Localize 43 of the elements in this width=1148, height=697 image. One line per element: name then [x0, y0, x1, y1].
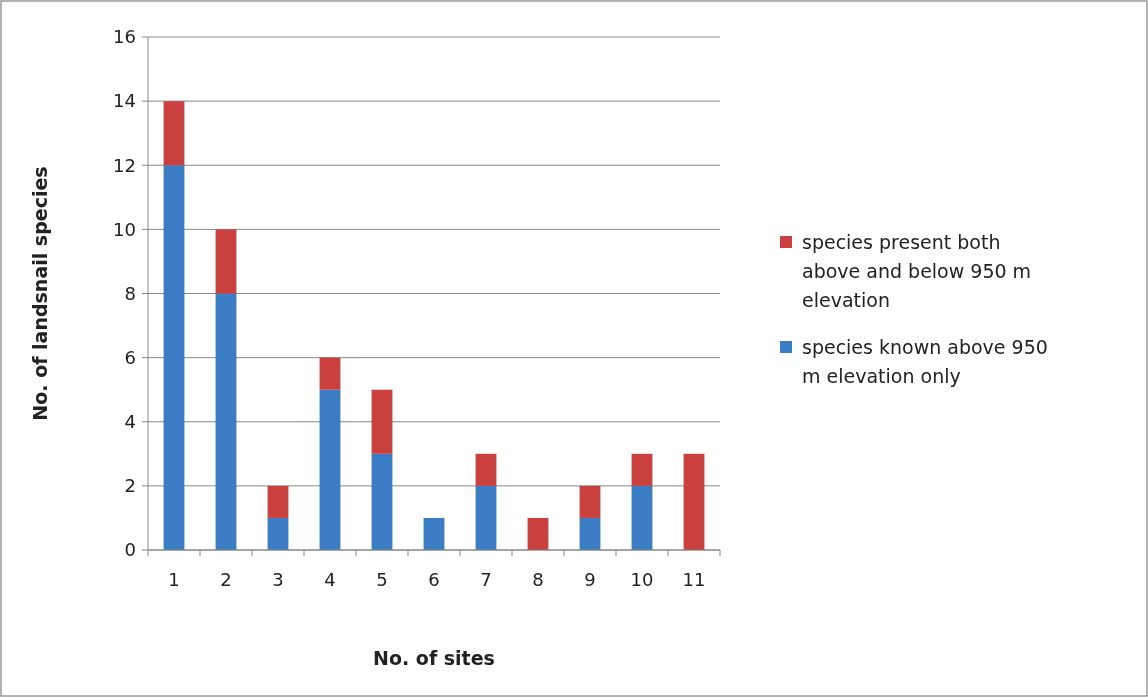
x-tick-label: 8 [532, 569, 544, 591]
y-tick-label: 4 [124, 411, 136, 433]
bar [267, 517, 289, 550]
y-axis-title: No. of landsnail species [29, 166, 51, 421]
x-tick-label: 11 [682, 569, 706, 591]
bar [527, 517, 549, 550]
legend-label: species known above 950 m elevation only [802, 336, 1048, 387]
bar [475, 485, 497, 550]
bar [631, 453, 653, 486]
y-tick-label: 8 [124, 282, 136, 304]
x-tick-label: 5 [376, 569, 388, 591]
x-tick-label: 10 [630, 569, 654, 591]
x-tick-label: 6 [428, 569, 440, 591]
bar [371, 453, 393, 550]
x-tick-label: 2 [220, 569, 232, 591]
y-tick-label: 10 [113, 218, 136, 240]
bar [163, 101, 185, 166]
bar [163, 165, 185, 550]
x-tick-label: 9 [584, 569, 596, 591]
y-tick-label: 14 [113, 90, 136, 112]
legend-label: species present both above and below 950 m elevation [802, 231, 1032, 311]
y-tick-label: 12 [113, 154, 136, 176]
bar [215, 229, 237, 294]
bar [319, 389, 341, 550]
bar [579, 485, 601, 518]
bar [475, 453, 497, 486]
y-tick-label: 6 [124, 346, 136, 368]
y-tick-label: 2 [124, 475, 136, 497]
bar [371, 389, 393, 454]
x-tick-label: 7 [480, 569, 492, 591]
x-axis-title: No. of sites [373, 647, 495, 669]
bar [683, 453, 705, 550]
bar [267, 485, 289, 518]
y-tick-label: 16 [113, 26, 136, 48]
bar [579, 517, 601, 550]
bar [423, 517, 445, 550]
x-tick-label: 3 [272, 569, 284, 591]
y-tick-label: 0 [124, 539, 136, 561]
x-tick-label: 4 [324, 569, 336, 591]
bar [215, 293, 237, 550]
bar [631, 485, 653, 550]
bar [319, 357, 341, 390]
x-tick-label: 1 [168, 569, 180, 591]
